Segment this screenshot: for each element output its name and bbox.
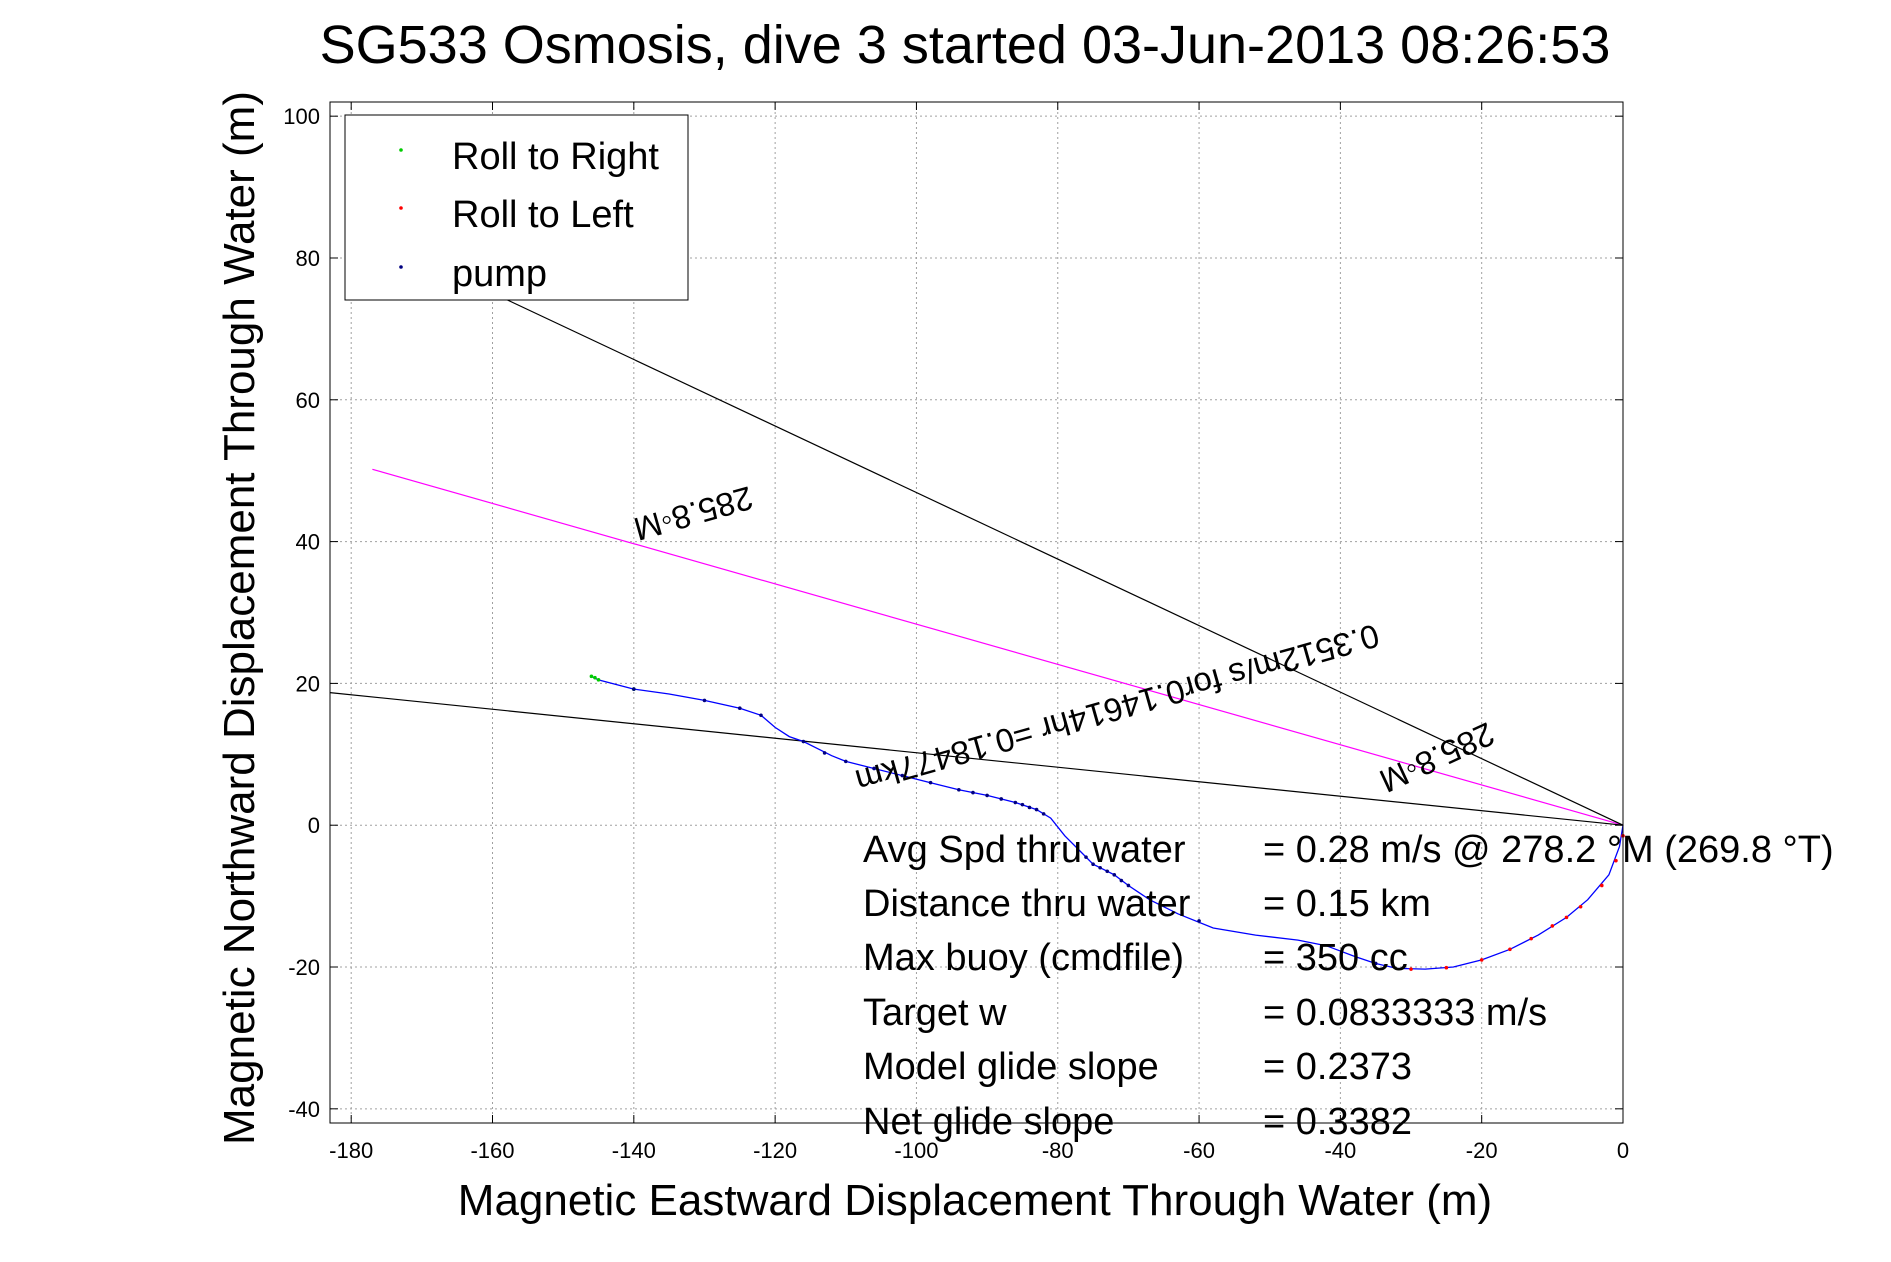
roll-left-point xyxy=(1614,858,1618,863)
stat-label: Net glide slope xyxy=(863,1101,1114,1143)
x-tick-label: -160 xyxy=(470,1138,514,1163)
pump-point xyxy=(1041,812,1046,816)
x-tick-label: -120 xyxy=(753,1138,797,1163)
legend-label-pump: pump xyxy=(452,253,547,295)
x-tick-label: -100 xyxy=(894,1138,938,1163)
stat-label: Avg Spd thru water xyxy=(863,829,1186,871)
pump-point xyxy=(822,751,827,755)
roll-left-point xyxy=(1529,936,1533,941)
y-tick-label: 20 xyxy=(296,671,320,696)
stat-value: = 0.15 km xyxy=(1263,883,1431,925)
pump-point xyxy=(957,787,961,792)
pump-point xyxy=(928,780,933,785)
pump-point xyxy=(1020,802,1025,807)
y-tick-label: -40 xyxy=(288,1097,320,1122)
x-tick-label: -140 xyxy=(612,1138,656,1163)
x-tick-label: -40 xyxy=(1324,1138,1356,1163)
pump-point xyxy=(738,706,742,711)
legend-marker-roll-right xyxy=(399,148,403,152)
y-axis-label: Magnetic Northward Displacement Through … xyxy=(215,91,264,1145)
roll-left-point xyxy=(1508,947,1512,952)
pump-point xyxy=(1126,883,1131,888)
track-line xyxy=(591,675,1624,970)
reference-line-0 xyxy=(372,468,1624,826)
plot-frame xyxy=(329,101,1624,1124)
reference-line-1 xyxy=(329,692,1624,826)
stat-value: = 0.2373 xyxy=(1263,1046,1412,1088)
stat-label: Max buoy (cmdfile) xyxy=(863,937,1184,979)
y-tick-label: -20 xyxy=(288,955,320,980)
pump-point xyxy=(1084,855,1088,859)
pump-point xyxy=(1034,807,1039,812)
x-tick-label: -20 xyxy=(1466,1138,1498,1163)
x-tick-label: 0 xyxy=(1617,1138,1629,1163)
pump-point xyxy=(1027,805,1032,810)
stat-value: = 0.3382 xyxy=(1263,1101,1412,1143)
stat-value: = 350 cc xyxy=(1263,937,1408,979)
y-tick-label: 80 xyxy=(296,246,320,271)
pump-point xyxy=(1197,919,1201,923)
legend-marker-pump xyxy=(399,265,403,269)
pump-point xyxy=(900,773,905,778)
pump-point xyxy=(1373,961,1378,966)
track-path xyxy=(591,675,1624,970)
x-axis-label: Magnetic Eastward Displacement Through W… xyxy=(458,1176,1492,1225)
roll-left-point xyxy=(1564,915,1569,920)
pump-point xyxy=(1112,873,1117,877)
legend: Roll to Right Roll to Left pump xyxy=(344,114,689,301)
pump-point xyxy=(971,790,975,795)
pump-point xyxy=(985,793,989,798)
pump-point xyxy=(1119,878,1124,883)
stat-value: = 0.0833333 m/s xyxy=(1263,992,1547,1034)
stat-label: Target w xyxy=(863,992,1007,1034)
roll-left-point xyxy=(1578,904,1583,909)
pump-point xyxy=(872,766,876,771)
roll-left-point xyxy=(1600,883,1604,888)
track-markers xyxy=(589,674,1625,971)
pump-point xyxy=(999,797,1004,801)
legend-marker-roll-left xyxy=(399,206,403,210)
pump-point xyxy=(632,687,636,691)
x-axis-ticks: -180 -160 -140 -120 -100 -80 -60 -40 -20 0 xyxy=(329,102,1629,1163)
pump-point xyxy=(1091,862,1095,867)
pump-point xyxy=(801,739,806,744)
dive-statistics: Avg Spd thru water = 0.28 m/s @ 278.2 °M … xyxy=(863,829,1834,1143)
roll-left-point xyxy=(1479,958,1484,962)
roll-left-point xyxy=(1550,924,1555,928)
pump-point xyxy=(702,698,707,703)
y-tick-label: 60 xyxy=(296,388,320,413)
pump-point xyxy=(759,713,763,718)
pump-point xyxy=(1098,865,1102,870)
stat-label: Distance thru water xyxy=(863,883,1191,925)
roll-right-point xyxy=(593,675,597,680)
roll-left-point xyxy=(1409,967,1413,971)
pump-point xyxy=(843,759,848,764)
chart-title: SG533 Osmosis, dive 3 started 03-Jun-201… xyxy=(320,15,1611,75)
x-tick-label: -180 xyxy=(329,1138,373,1163)
roll-right-point xyxy=(589,674,594,679)
reference-lines xyxy=(329,285,1624,826)
stat-value: = 0.28 m/s @ 278.2 °M (269.8 °T) xyxy=(1263,829,1834,871)
pump-point xyxy=(1105,869,1110,874)
stat-label: Model glide slope xyxy=(863,1046,1159,1088)
legend-label-roll-right: Roll to Right xyxy=(452,136,659,178)
y-tick-label: 100 xyxy=(283,104,320,129)
roll-right-point xyxy=(596,678,601,682)
pump-point xyxy=(1013,800,1018,805)
legend-label-roll-left: Roll to Left xyxy=(452,194,634,236)
reference-line-2 xyxy=(478,285,1624,826)
roll-left-point xyxy=(1444,965,1449,970)
x-tick-label: -60 xyxy=(1183,1138,1215,1163)
y-tick-label: 40 xyxy=(296,530,320,555)
y-tick-label: 0 xyxy=(308,813,320,838)
x-tick-label: -80 xyxy=(1042,1138,1074,1163)
y-axis-ticks: -40 -20 0 20 40 60 80 100 xyxy=(283,104,1623,1122)
